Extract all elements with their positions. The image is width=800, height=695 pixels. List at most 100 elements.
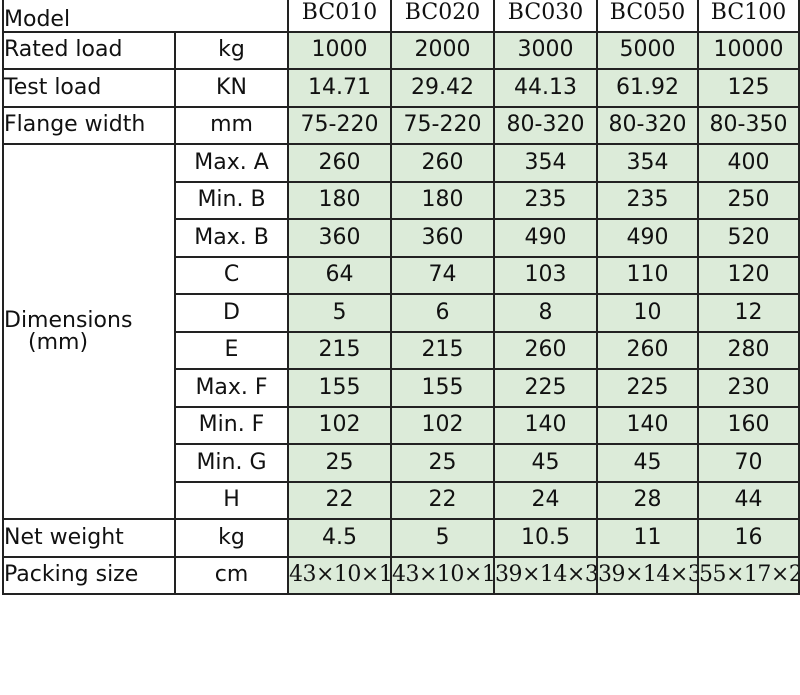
- value-cell: 44: [697, 480, 800, 520]
- value-cell: 10.5: [493, 518, 598, 558]
- value-cell: 180: [390, 180, 495, 220]
- value-cell: 45: [493, 443, 598, 483]
- value-cell: 280: [697, 330, 800, 370]
- value-cell: 80-350: [697, 105, 800, 145]
- row-label: Rated load: [2, 30, 176, 70]
- value-cell: 140: [596, 405, 699, 445]
- value-cell: 39×14×34: [596, 555, 699, 595]
- value-cell: 10000: [697, 30, 800, 70]
- dimension-label: Min. B: [174, 180, 289, 220]
- value-cell: 10: [596, 293, 699, 333]
- row-label: Net weight: [2, 518, 176, 558]
- value-cell: 22: [390, 480, 495, 520]
- model-header: BC020: [390, 0, 495, 33]
- table-row: Flange width mm 75-220 75-220 80-320 80-…: [2, 105, 800, 145]
- row-label: Packing size: [2, 555, 176, 595]
- value-cell: 102: [287, 405, 392, 445]
- value-cell: 5000: [596, 30, 699, 70]
- value-cell: 74: [390, 255, 495, 295]
- table-row: Rated load kg 1000 2000 3000 5000 10000: [2, 30, 800, 70]
- value-cell: 180: [287, 180, 392, 220]
- value-cell: 43×10×17: [390, 555, 495, 595]
- value-cell: 354: [493, 143, 598, 183]
- value-cell: 490: [493, 218, 598, 258]
- model-header: BC030: [493, 0, 598, 33]
- table-row: Net weight kg 4.5 5 10.5 11 16: [2, 518, 800, 558]
- value-cell: 14.71: [287, 68, 392, 108]
- dimension-label: D: [174, 293, 289, 333]
- value-cell: 5: [390, 518, 495, 558]
- table-row: Min. B 180 180 235 235 250: [3, 180, 800, 220]
- value-cell: 102: [390, 405, 495, 445]
- row-unit: cm: [174, 555, 289, 595]
- value-cell: 61.92: [596, 68, 699, 108]
- value-cell: 4.5: [287, 518, 392, 558]
- dimension-label: Max. F: [174, 368, 289, 408]
- value-cell: 235: [596, 180, 699, 220]
- value-cell: 120: [697, 255, 800, 295]
- value-cell: 29.42: [390, 68, 495, 108]
- dimension-label: Min. G: [174, 443, 289, 483]
- value-cell: 225: [493, 368, 598, 408]
- table-row: D 5 6 8 10 12: [3, 293, 800, 333]
- table-row: C 64 74 103 110 120: [3, 255, 800, 295]
- value-cell: 360: [390, 218, 495, 258]
- value-cell: 43×10×17: [287, 555, 392, 595]
- value-cell: 24: [493, 480, 598, 520]
- value-cell: 80-320: [493, 105, 598, 145]
- value-cell: 110: [596, 255, 699, 295]
- dimensions-label-line2: (mm): [28, 329, 89, 355]
- value-cell: 140: [493, 405, 598, 445]
- value-cell: 55×17×28: [697, 555, 800, 595]
- value-cell: 64: [287, 255, 392, 295]
- dimensions-label: Dimensions (mm): [2, 143, 176, 520]
- value-cell: 75-220: [287, 105, 392, 145]
- value-cell: 80-320: [596, 105, 699, 145]
- value-cell: 225: [596, 368, 699, 408]
- dimension-label: Max. B: [174, 218, 289, 258]
- value-cell: 155: [390, 368, 495, 408]
- value-cell: 70: [697, 443, 800, 483]
- value-cell: 235: [493, 180, 598, 220]
- value-cell: 5: [287, 293, 392, 333]
- dimensions-label-line1: Dimensions: [4, 307, 133, 333]
- row-unit: kg: [174, 30, 289, 70]
- model-header: BC010: [287, 0, 392, 33]
- model-header: BC100: [697, 0, 800, 33]
- value-cell: 260: [493, 330, 598, 370]
- model-header: BC050: [596, 0, 699, 33]
- value-cell: 400: [697, 143, 800, 183]
- value-cell: 44.13: [493, 68, 598, 108]
- value-cell: 25: [390, 443, 495, 483]
- value-cell: 490: [596, 218, 699, 258]
- value-cell: 230: [697, 368, 800, 408]
- header-row: Model BC010 BC020 BC030 BC050 BC100: [2, 0, 800, 33]
- table-row: Max. B 360 360 490 490 520: [3, 218, 800, 258]
- value-cell: 360: [287, 218, 392, 258]
- row-unit: mm: [174, 105, 289, 145]
- dimension-label: Min. F: [174, 405, 289, 445]
- value-cell: 39×14×34: [493, 555, 598, 595]
- row-label: Test load: [2, 68, 176, 108]
- value-cell: 260: [596, 330, 699, 370]
- value-cell: 260: [390, 143, 495, 183]
- model-label: Model: [2, 0, 289, 33]
- row-unit: kg: [174, 518, 289, 558]
- table-row: Packing size cm 43×10×17 43×10×17 39×14×…: [2, 555, 800, 595]
- value-cell: 25: [287, 443, 392, 483]
- table-row: Min. G 25 25 45 45 70: [3, 443, 800, 483]
- value-cell: 6: [390, 293, 495, 333]
- value-cell: 1000: [287, 30, 392, 70]
- value-cell: 2000: [390, 30, 495, 70]
- value-cell: 28: [596, 480, 699, 520]
- value-cell: 3000: [493, 30, 598, 70]
- value-cell: 125: [697, 68, 800, 108]
- value-cell: 8: [493, 293, 598, 333]
- value-cell: 520: [697, 218, 800, 258]
- value-cell: 354: [596, 143, 699, 183]
- table-row: H 22 22 24 28 44: [3, 480, 800, 520]
- value-cell: 103: [493, 255, 598, 295]
- table-row: Test load KN 14.71 29.42 44.13 61.92 125: [2, 68, 800, 108]
- value-cell: 260: [287, 143, 392, 183]
- value-cell: 215: [287, 330, 392, 370]
